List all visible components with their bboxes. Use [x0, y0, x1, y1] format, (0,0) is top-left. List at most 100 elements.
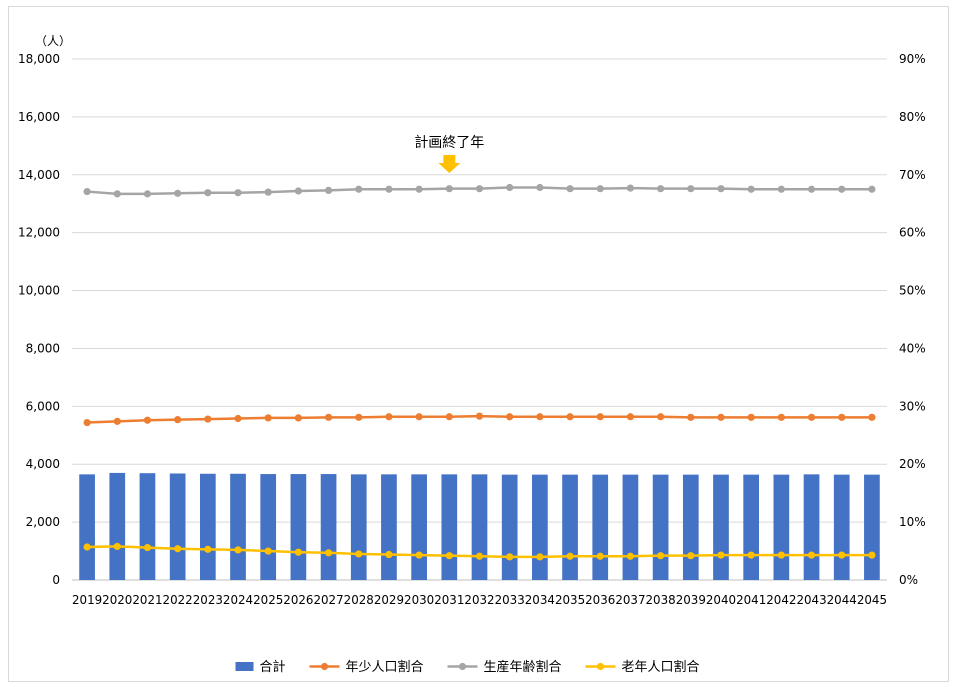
data-point: [596, 552, 604, 560]
bar: [139, 473, 156, 580]
x-tick-label: 2025: [253, 593, 283, 607]
x-tick-label: 2030: [404, 593, 434, 607]
data-point: [113, 417, 121, 425]
data-point: [777, 413, 785, 421]
data-point: [536, 553, 544, 561]
x-tick-label: 2038: [646, 593, 676, 607]
bar: [532, 474, 548, 580]
bar: [350, 474, 367, 580]
y-left-tick-label: 16,000: [18, 110, 60, 124]
bar: [260, 474, 277, 580]
data-point: [264, 188, 272, 196]
data-point: [868, 551, 876, 559]
bar-series: [79, 472, 880, 580]
data-point: [807, 551, 816, 559]
legend: 合計 年少人口割合 生産年齢割合 老年人口割合: [235, 659, 700, 675]
data-point: [415, 185, 423, 193]
x-tick-label: 2041: [736, 593, 766, 607]
data-point: [415, 413, 423, 421]
x-tick-label: 2032: [464, 593, 494, 607]
bar: [562, 474, 578, 580]
legend-swatch-marker: [458, 662, 467, 671]
legend-swatch-marker: [320, 662, 329, 671]
data-point: [113, 542, 121, 551]
data-point: [385, 550, 393, 559]
data-point: [566, 185, 574, 193]
data-point: [324, 186, 333, 195]
data-point: [385, 413, 393, 421]
y-axis-unit: （人）: [35, 34, 71, 48]
data-point: [506, 183, 514, 192]
chart-svg: 0 2,000 4,000 6,000 8,000 10,000 12,000 14,000 1…: [18, 34, 926, 675]
data-point: [596, 413, 604, 421]
bar: [381, 474, 397, 580]
y-right-tick-label: 0%: [899, 573, 918, 587]
data-point: [687, 185, 695, 193]
data-point: [657, 552, 665, 560]
data-point: [566, 552, 574, 560]
data-point: [234, 414, 242, 423]
data-point: [294, 414, 302, 422]
x-tick-label: 2027: [313, 593, 343, 607]
y-left-tick-label: 10,000: [18, 284, 60, 298]
data-point: [747, 413, 755, 421]
bar: [592, 474, 609, 580]
bar: [411, 474, 427, 580]
legend-label: 合計: [260, 659, 286, 675]
data-point: [657, 185, 665, 193]
data-point: [626, 413, 635, 421]
y-left-tick-label: 12,000: [18, 226, 60, 240]
data-point: [717, 185, 725, 193]
data-point: [536, 413, 544, 421]
data-point: [807, 185, 816, 193]
y-left-tick-label: 18,000: [18, 52, 60, 66]
data-point: [83, 543, 91, 551]
x-tick-label: 2021: [132, 593, 162, 607]
bar: [833, 474, 850, 580]
data-point: [777, 551, 785, 559]
data-point: [838, 551, 846, 559]
bar: [803, 474, 820, 580]
legend-label: 生産年齢割合: [484, 659, 562, 675]
legend-item: 老年人口割合: [585, 659, 700, 675]
bar: [652, 474, 669, 580]
y-right-tick-label: 70%: [899, 168, 926, 182]
legend-item: 年少人口割合: [309, 659, 424, 675]
data-point: [143, 416, 152, 424]
x-tick-label: 2037: [615, 593, 645, 607]
data-point: [204, 545, 212, 553]
line-series: [83, 183, 876, 561]
x-tick-label: 2034: [525, 593, 555, 607]
data-point: [747, 551, 755, 559]
y-right-tick-label: 10%: [899, 515, 926, 529]
data-point: [475, 185, 484, 193]
annotation: 計画終了年: [414, 135, 484, 173]
y-axis-left: 0 2,000 4,000 6,000 8,000 10,000 12,000 14,000 1…: [18, 52, 60, 587]
bar: [79, 474, 95, 580]
data-point: [324, 413, 333, 421]
data-point: [445, 552, 453, 560]
y-left-tick-label: 6,000: [26, 399, 60, 413]
bar: [682, 474, 699, 580]
data-point: [626, 552, 635, 560]
data-point: [506, 413, 514, 421]
data-point: [204, 415, 212, 423]
data-point: [355, 185, 363, 193]
y-right-tick-label: 90%: [899, 52, 926, 66]
bar: [230, 473, 246, 580]
y-left-tick-label: 8,000: [26, 341, 60, 355]
bar: [743, 474, 760, 580]
x-tick-label: 2026: [283, 593, 313, 607]
x-tick-label: 2020: [102, 593, 132, 607]
data-point: [717, 413, 725, 421]
data-point: [536, 183, 544, 192]
x-tick-label: 2045: [857, 593, 887, 607]
data-point: [294, 548, 302, 556]
legend-item: 合計: [235, 659, 286, 675]
bar: [441, 474, 458, 580]
bar: [773, 474, 790, 580]
x-axis: 2019 2020 2021 2022 2023 2024 2025 2026 2027 2028…: [72, 593, 887, 607]
data-point: [174, 189, 182, 197]
data-point: [234, 189, 242, 197]
data-point: [385, 185, 393, 193]
